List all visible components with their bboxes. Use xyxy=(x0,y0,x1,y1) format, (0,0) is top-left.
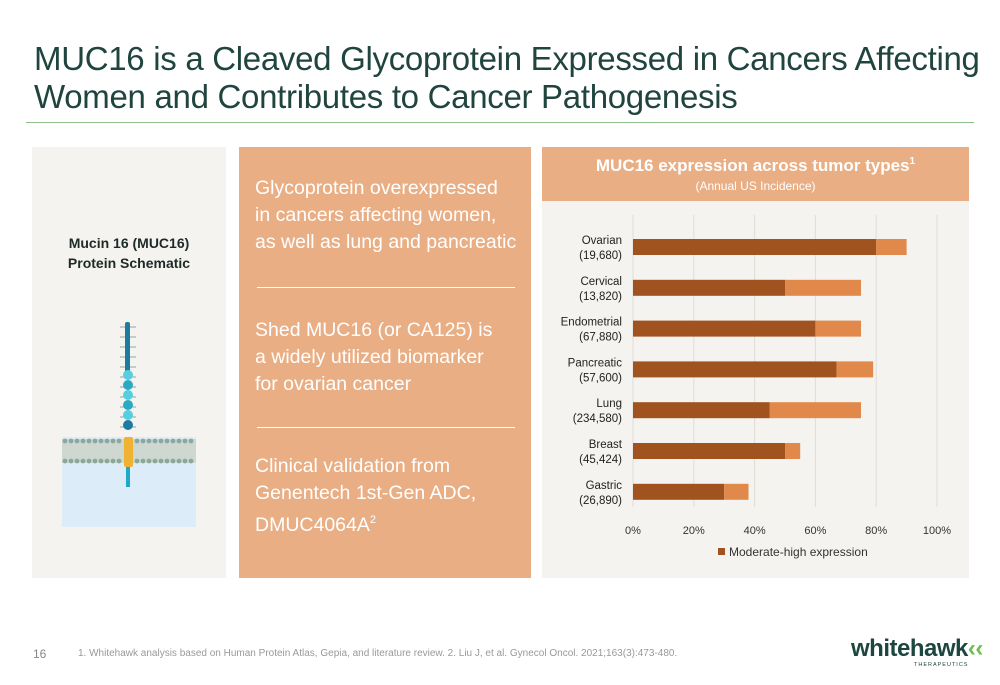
key-points-panel: Glycoprotein overexpressed in cancers af… xyxy=(239,147,531,578)
category-label: Ovarian xyxy=(582,235,622,247)
protein-schematic-illustration xyxy=(62,322,196,527)
bar-moderate-high xyxy=(633,361,837,378)
category-incidence-label: (234,580) xyxy=(573,413,622,425)
bar-moderate-high xyxy=(633,443,785,459)
category-label: Breast xyxy=(589,439,623,451)
category-incidence-label: (67,880) xyxy=(579,332,622,344)
bar-moderate-high xyxy=(633,279,785,296)
key-point-3-line-2: Genentech 1st-Gen ADC, xyxy=(255,482,477,504)
bar-additional xyxy=(724,483,749,500)
chart-header: MUC16 expression across tumor types1 (An… xyxy=(542,147,969,201)
transmembrane-domain xyxy=(124,437,133,467)
key-point-1-line-1: Glycoprotein overexpressed xyxy=(255,177,498,199)
logo-subtitle: THERAPEUTICS xyxy=(914,662,969,668)
key-point-2-line-1: Shed MUC16 (or CA125) is xyxy=(255,319,493,341)
bar-additional xyxy=(876,239,907,255)
cytoplasmic-tail xyxy=(126,467,130,487)
key-point-3-text: DMUC4064A xyxy=(255,514,370,536)
key-point-1: Glycoprotein overexpressed in cancers af… xyxy=(255,175,521,256)
membrane-lipid-heads xyxy=(62,438,194,464)
footnote-ref: 2 xyxy=(369,514,377,526)
category-label: Pancreatic xyxy=(568,357,623,369)
category-label: Cervical xyxy=(580,276,622,288)
category-incidence-label: (19,680) xyxy=(579,250,622,262)
x-tick-label: 80% xyxy=(865,525,887,537)
slide-title-line-2: Women and Contributes to Cancer Pathogen… xyxy=(34,78,738,115)
category-incidence-label: (45,424) xyxy=(579,454,622,466)
category-incidence-label: (13,820) xyxy=(579,291,622,303)
chart-title-text: MUC16 expression across tumor types xyxy=(595,156,910,175)
key-point-2-line-3: for ovarian cancer xyxy=(255,373,412,395)
key-point-1-line-2: in cancers affecting women, xyxy=(255,204,497,226)
bar-moderate-high xyxy=(633,239,877,255)
legend-label: Moderate-high expression xyxy=(729,545,868,559)
slide-title-line-1: MUC16 is a Cleaved Glycoprotein Expresse… xyxy=(34,40,980,77)
category-label: Lung xyxy=(596,398,622,410)
key-point-divider xyxy=(257,287,515,288)
bar-moderate-high xyxy=(633,483,725,500)
bar-additional xyxy=(815,320,861,337)
schematic-panel: Mucin 16 (MUC16) Protein Schematic xyxy=(32,147,226,578)
tandem-repeat-domains xyxy=(123,370,133,430)
key-point-1-line-3: as well as lung and pancreatic xyxy=(255,231,517,253)
category-label: Endometrial xyxy=(561,317,622,329)
chart-title-footnote-ref: 1 xyxy=(909,156,916,167)
category-incidence-label: (57,600) xyxy=(579,372,622,384)
chart-subtitle: (Annual US Incidence) xyxy=(695,179,816,193)
schematic-title-line-1: Mucin 16 (MUC16) xyxy=(68,235,190,251)
key-point-3: Clinical validation from Genentech 1st-G… xyxy=(255,453,521,539)
key-point-2: Shed MUC16 (or CA125) is a widely utiliz… xyxy=(255,317,521,398)
x-tick-label: 20% xyxy=(683,525,705,537)
x-tick-label: 0% xyxy=(625,525,641,537)
key-point-2-line-2: a widely utilized biomarker xyxy=(255,346,484,368)
x-tick-label: 60% xyxy=(804,525,826,537)
logo-word: whitehawk xyxy=(851,635,968,662)
whitehawk-logo: whitehawk‹‹ THERAPEUTICS xyxy=(851,636,983,669)
bar-additional xyxy=(785,279,861,296)
chart-title: MUC16 expression across tumor types1 xyxy=(542,156,969,176)
key-point-3-line-1: Clinical validation from xyxy=(255,455,451,477)
schematic-title-line-2: Protein Schematic xyxy=(67,255,191,271)
chart-panel: MUC16 expression across tumor types1 (An… xyxy=(542,147,969,578)
category-incidence-label: (26,890) xyxy=(579,495,622,507)
key-point-3-line-3: DMUC4064A2 xyxy=(255,507,521,539)
n-terminal-domain xyxy=(125,322,130,372)
logo-chevron-icon: ‹‹ xyxy=(967,635,983,662)
x-tick-label: 100% xyxy=(923,525,951,537)
bar-moderate-high xyxy=(633,320,816,337)
chart-legend: Moderate-high expression xyxy=(718,545,868,559)
footnote: 1. Whitehawk analysis based on Human Pro… xyxy=(78,648,678,659)
category-label: Gastric xyxy=(586,480,623,492)
title-divider xyxy=(26,122,974,123)
logo-wordmark: whitehawk‹‹ xyxy=(851,636,983,662)
bar-moderate-high xyxy=(633,402,770,419)
bar-chart: 0% 20% 40% 60% 80% 100% Ovarian (19,680) Cervica… xyxy=(561,215,951,537)
slide-title: MUC16 is a Cleaved Glycoprotein Expresse… xyxy=(34,40,980,116)
bar-additional xyxy=(836,361,874,378)
legend-swatch xyxy=(718,548,725,555)
schematic-title: Mucin 16 (MUC16) Protein Schematic xyxy=(32,233,226,273)
page-number: 16 xyxy=(33,647,47,661)
x-tick-label: 40% xyxy=(744,525,766,537)
bar-additional xyxy=(785,443,801,459)
bar-additional xyxy=(769,402,861,419)
key-point-divider xyxy=(257,427,515,428)
